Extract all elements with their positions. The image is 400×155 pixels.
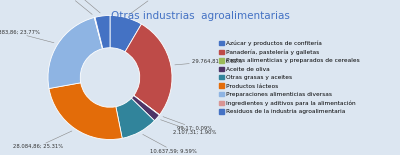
Text: 215,18; 0.19%: 215,18; 0.19%: [51, 0, 92, 14]
Wedge shape: [48, 18, 102, 89]
Text: 29.764,81; 26.82%: 29.764,81; 26.82%: [175, 59, 242, 65]
Text: 4.301,05; 3.88%: 4.301,05; 3.88%: [56, 0, 100, 13]
Wedge shape: [95, 16, 110, 49]
Text: 10.637,59; 9.59%: 10.637,59; 9.59%: [143, 134, 197, 153]
Text: 2.107,31; 1.90%: 2.107,31; 1.90%: [160, 120, 217, 135]
Wedge shape: [131, 95, 159, 121]
Text: 9.384,02; 8.46%: 9.384,02; 8.46%: [129, 0, 175, 15]
Wedge shape: [134, 95, 160, 115]
Text: 26.383,86; 23.77%: 26.383,86; 23.77%: [0, 30, 54, 43]
Wedge shape: [116, 98, 154, 138]
Legend: Azúcar y productos de confitería, Panadería, pastelería y galletas, Pastas alime: Azúcar y productos de confitería, Panade…: [219, 41, 360, 114]
Text: Otras industrias  agroalimentarias: Otras industrias agroalimentarias: [110, 11, 290, 21]
Text: 99,17; 0.09%: 99,17; 0.09%: [163, 117, 212, 131]
Wedge shape: [110, 16, 142, 52]
Wedge shape: [94, 17, 103, 49]
Text: 28.084,86; 25.31%: 28.084,86; 25.31%: [13, 131, 72, 149]
Wedge shape: [49, 83, 122, 140]
Wedge shape: [125, 24, 172, 115]
